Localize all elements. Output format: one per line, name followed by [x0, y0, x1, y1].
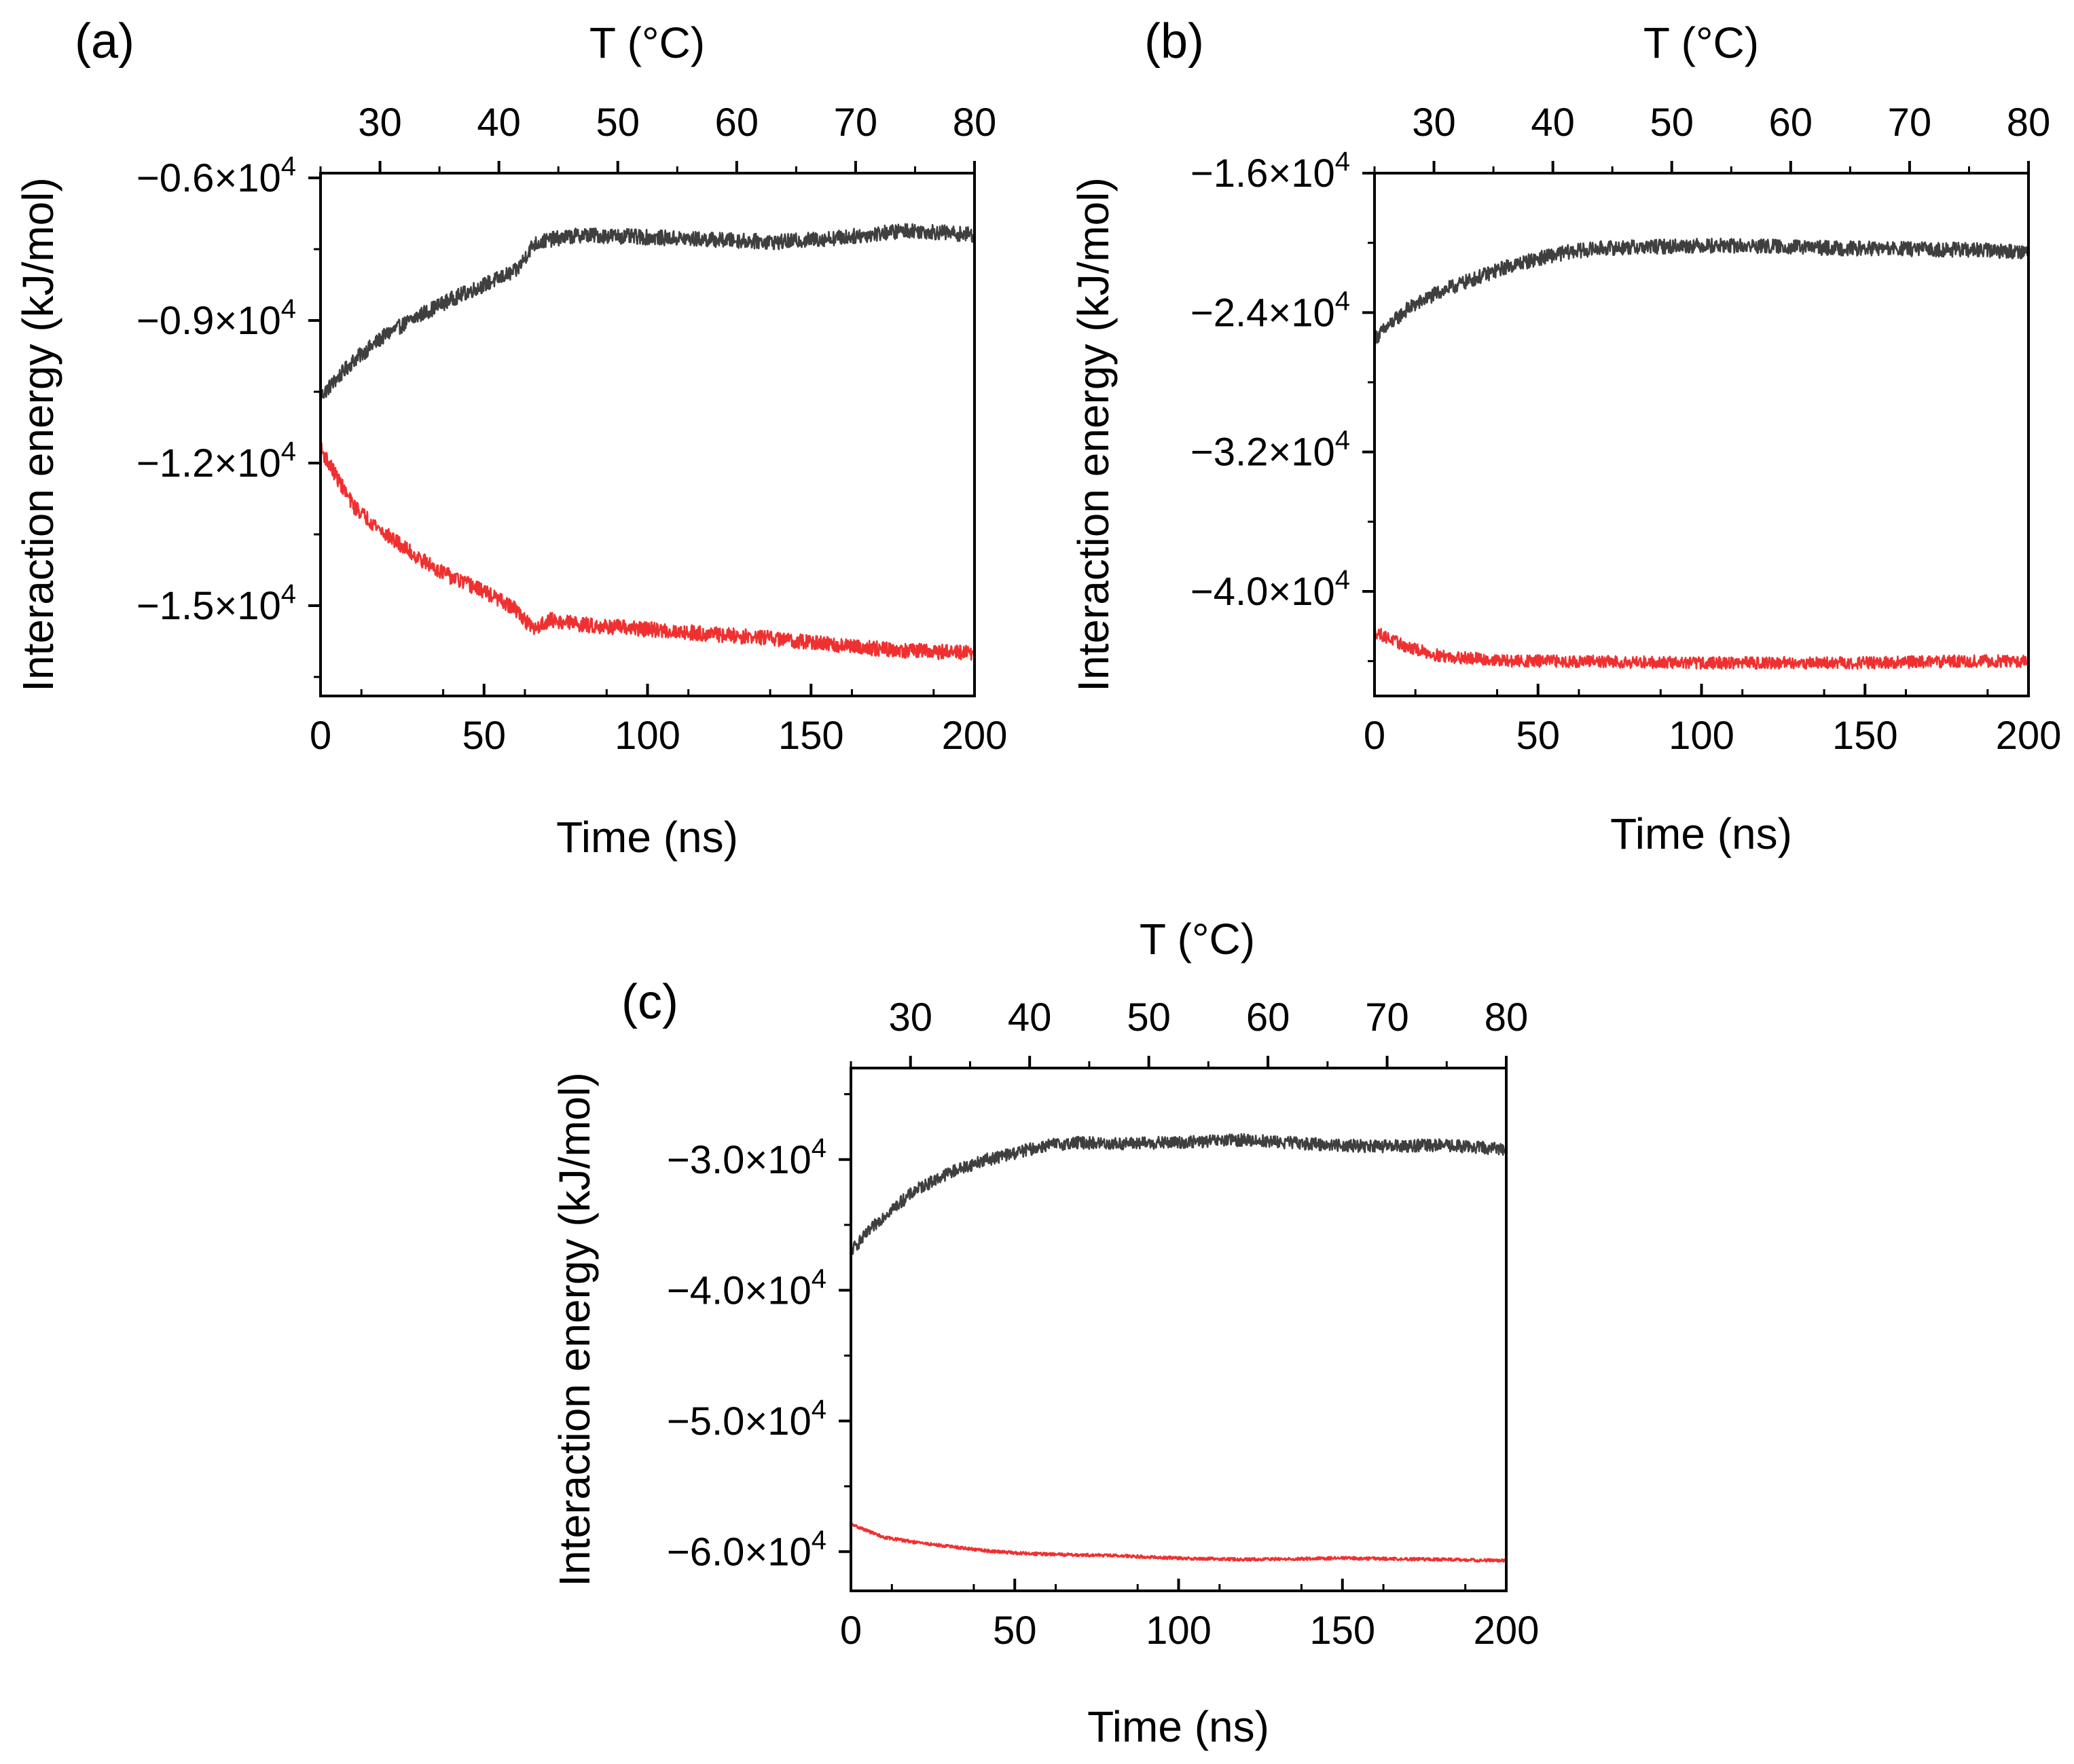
y-tick-label: −4.0×104 [1190, 565, 1350, 614]
x-tick-label: 200 [1996, 714, 2062, 758]
x-axis-title: Time (ns) [1610, 809, 1792, 858]
top-tick-label: 40 [477, 100, 521, 145]
series-layer [1373, 238, 2030, 670]
series-line-red [1374, 627, 2030, 670]
x-tick-label: 150 [1832, 714, 1898, 758]
axes-layer: 0 50 100 150 200 30 40 50 60 70 80 −3.0×104 −4.0×104… [667, 995, 1540, 1653]
x-axis-title: Time (ns) [556, 813, 738, 862]
top-tick-label: 30 [1412, 100, 1456, 145]
y-tick-label: −5.0×104 [667, 1395, 826, 1444]
x-tick-label: 50 [462, 714, 506, 758]
y-tick-label: −0.6×104 [137, 151, 296, 200]
y-axis-title: Interaction energy (kJ/mol) [1069, 177, 1118, 692]
x-tick-label: 150 [778, 714, 844, 758]
panel-label: (b) [1144, 14, 1204, 69]
x-axis-title: Time (ns) [1087, 1702, 1269, 1751]
top-axis-title: T (°C) [1140, 915, 1255, 963]
series-line-gray [850, 1133, 1508, 1255]
top-tick-label: 70 [834, 100, 878, 145]
y-tick-label: −6.0×104 [667, 1525, 826, 1574]
x-tick-label: 200 [942, 714, 1008, 758]
y-tick-label: −3.2×104 [1190, 426, 1350, 475]
plot-frame [319, 172, 976, 697]
series-line-red [319, 442, 976, 661]
series-line-red [850, 1522, 1508, 1563]
x-tick-label: 50 [993, 1609, 1037, 1653]
y-axis-title: Interaction energy (kJ/mol) [550, 1072, 599, 1587]
y-tick-label: −2.4×104 [1190, 286, 1350, 335]
top-tick-label: 60 [1769, 100, 1813, 145]
panel-a: (a) T (°C) Time (ns) Interaction energy … [14, 14, 1007, 862]
x-tick-label: 200 [1474, 1609, 1540, 1653]
x-tick-label: 100 [1669, 714, 1734, 758]
top-tick-label: 50 [596, 100, 640, 145]
top-tick-label: 80 [953, 100, 997, 145]
x-tick-label: 0 [1364, 714, 1385, 758]
series-line-gray [319, 223, 976, 402]
top-axis-title: T (°C) [1643, 18, 1759, 67]
top-tick-label: 30 [358, 100, 402, 145]
series-layer [850, 1133, 1508, 1563]
x-tick-label: 100 [615, 714, 680, 758]
y-tick-label: −1.5×104 [137, 579, 296, 628]
top-tick-label: 80 [1485, 995, 1529, 1040]
y-tick-label: −1.2×104 [137, 437, 296, 485]
x-tick-label: 100 [1146, 1609, 1212, 1653]
series-layer [319, 223, 976, 661]
axes-layer: 0 50 100 150 200 30 40 50 60 70 80 −0.6×104 −0.9×104… [137, 100, 1008, 758]
y-axis-title: Interaction energy (kJ/mol) [14, 177, 62, 692]
top-axis-title: T (°C) [589, 18, 705, 67]
top-tick-label: 80 [2007, 100, 2051, 145]
top-tick-label: 60 [715, 100, 759, 145]
top-tick-label: 50 [1127, 995, 1171, 1040]
x-tick-label: 0 [310, 714, 331, 758]
x-tick-label: 150 [1309, 1609, 1375, 1653]
top-tick-label: 50 [1650, 100, 1694, 145]
y-tick-label: −4.0×104 [667, 1264, 826, 1312]
axes-layer: 0 50 100 150 200 30 40 50 60 70 80 −1.6×104 −2.4×104… [1190, 100, 2062, 758]
top-tick-label: 60 [1246, 995, 1290, 1040]
plot-frame [850, 1067, 1508, 1592]
top-tick-label: 40 [1531, 100, 1575, 145]
y-tick-label: −0.9×104 [137, 294, 296, 343]
top-tick-label: 40 [1008, 995, 1052, 1040]
x-tick-label: 0 [840, 1609, 862, 1653]
top-tick-label: 30 [888, 995, 932, 1040]
panel-b: (b) T (°C) Time (ns) Interaction energy … [1069, 14, 2061, 858]
x-tick-label: 50 [1516, 714, 1560, 758]
y-tick-label: −3.0×104 [667, 1133, 826, 1182]
top-tick-label: 70 [1888, 100, 1932, 145]
panel-c: (c) T (°C) Time (ns) Interaction energy … [550, 915, 1539, 1751]
top-tick-label: 70 [1365, 995, 1409, 1040]
panel-label: (a) [75, 14, 134, 69]
series-line-gray [1373, 238, 2030, 347]
plot-frame [1373, 172, 2030, 697]
y-tick-label: −1.6×104 [1190, 147, 1350, 196]
panel-label: (c) [621, 975, 678, 1029]
